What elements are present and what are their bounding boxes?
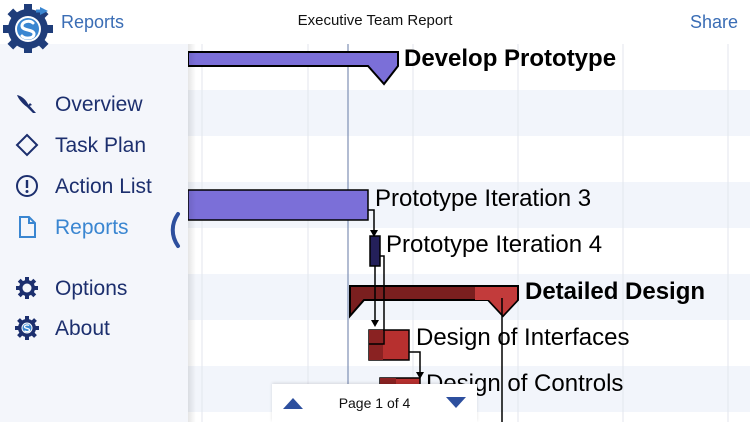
task-bar-prototype-iteration-3[interactable] [188,189,369,221]
logo-gear-icon [15,316,39,340]
share-button[interactable]: Share [689,12,738,32]
sidebar: Overview Task Plan Action List Reports [0,44,188,422]
exclamation-circle-icon [16,175,38,197]
back-to-reports-button[interactable]: Reports [61,12,125,32]
sidebar-item-label: Task Plan [55,134,147,157]
previous-page-arrow-icon[interactable] [282,396,304,410]
task-label-develop-prototype: Develop Prototype [404,45,617,72]
sidebar-item-label: Overview [55,93,143,116]
navigation-bar: Reports Executive Team Report Share [0,0,750,44]
summary-bar-detailed-design-progress [475,287,517,315]
row-stripe [188,90,750,136]
page-navigator: Page 1 of 4 [272,384,477,422]
app-logo-icon[interactable] [2,1,54,53]
dependency-arrowheads [370,230,424,379]
gantt-chart: Develop Prototype Prototype Iteration 3 … [188,44,750,422]
task-label-prototype-iteration-4: Prototype Iteration 4 [386,231,603,258]
document-icon [19,216,36,238]
task-label-prototype-iteration-3: Prototype Iteration 3 [375,185,592,212]
summary-bar-develop-prototype[interactable] [188,51,399,86]
sidebar-item-task-plan[interactable]: Task Plan [0,127,188,163]
task-bar-design-of-interfaces-progress [369,330,383,360]
sidebar-item-reports[interactable]: Reports [0,209,188,245]
sidebar-item-label: Action List [55,175,152,198]
page-indicator: Page 1 of 4 [338,395,411,411]
next-page-arrow-icon[interactable] [445,396,467,410]
task-label-design-of-interfaces: Design of Interfaces [416,324,630,351]
gear-icon [16,277,38,299]
sidebar-item-overview[interactable]: Overview [0,86,188,122]
active-item-chevron-icon [170,212,180,248]
sidebar-item-label: Reports [55,216,129,239]
page-title: Executive Team Report [297,12,453,29]
sidebar-shadow [188,44,196,422]
task-label-detailed-design: Detailed Design [525,278,706,305]
sidebar-item-about[interactable]: About [0,310,188,346]
sidebar-item-action-list[interactable]: Action List [0,168,188,204]
sidebar-item-label: Options [55,277,128,300]
eagle-icon [17,95,36,113]
sidebar-item-label: About [55,317,110,340]
dependency-arrows [368,209,503,422]
sidebar-item-options[interactable]: Options [0,270,188,306]
diamond-icon [15,133,39,157]
task-bar-prototype-iteration-4[interactable] [369,235,381,267]
